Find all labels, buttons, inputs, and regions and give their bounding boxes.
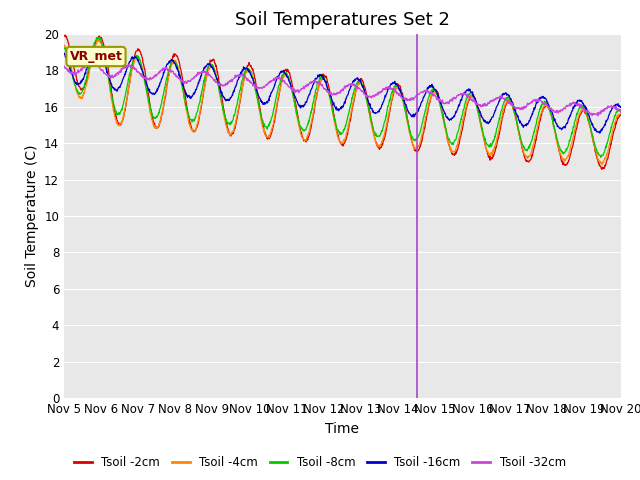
Y-axis label: Soil Temperature (C): Soil Temperature (C) [24, 145, 38, 287]
Legend: Tsoil -2cm, Tsoil -4cm, Tsoil -8cm, Tsoil -16cm, Tsoil -32cm: Tsoil -2cm, Tsoil -4cm, Tsoil -8cm, Tsoi… [70, 452, 570, 474]
X-axis label: Time: Time [325, 422, 360, 436]
Title: Soil Temperatures Set 2: Soil Temperatures Set 2 [235, 11, 450, 29]
Text: VR_met: VR_met [70, 50, 122, 63]
